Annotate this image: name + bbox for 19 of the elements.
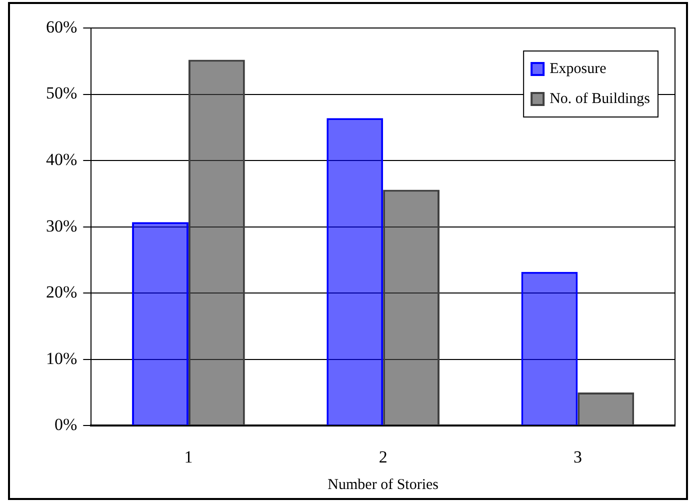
bar xyxy=(132,222,188,426)
y-tick-label: 20% xyxy=(46,282,78,302)
bar xyxy=(521,272,578,426)
bar xyxy=(383,190,440,426)
x-tick-label: 2 xyxy=(378,447,388,466)
x-tick-label: 3 xyxy=(573,447,582,466)
y-tick-label: 10% xyxy=(46,348,78,368)
y-tick-label: 40% xyxy=(46,150,78,169)
x-axis-title: Number of Stories xyxy=(328,476,439,493)
y-tick-label: 50% xyxy=(46,84,78,103)
legend-label: Exposure xyxy=(550,60,607,77)
legend-label: No. of Buildings xyxy=(550,90,650,107)
y-tick-label: 0% xyxy=(54,415,78,434)
y-tick-label: 60% xyxy=(46,17,78,36)
bar xyxy=(188,60,245,426)
x-tick-label: 1 xyxy=(184,447,193,466)
bar xyxy=(326,118,384,426)
bar xyxy=(578,392,634,426)
y-tick-label: 30% xyxy=(46,216,78,236)
